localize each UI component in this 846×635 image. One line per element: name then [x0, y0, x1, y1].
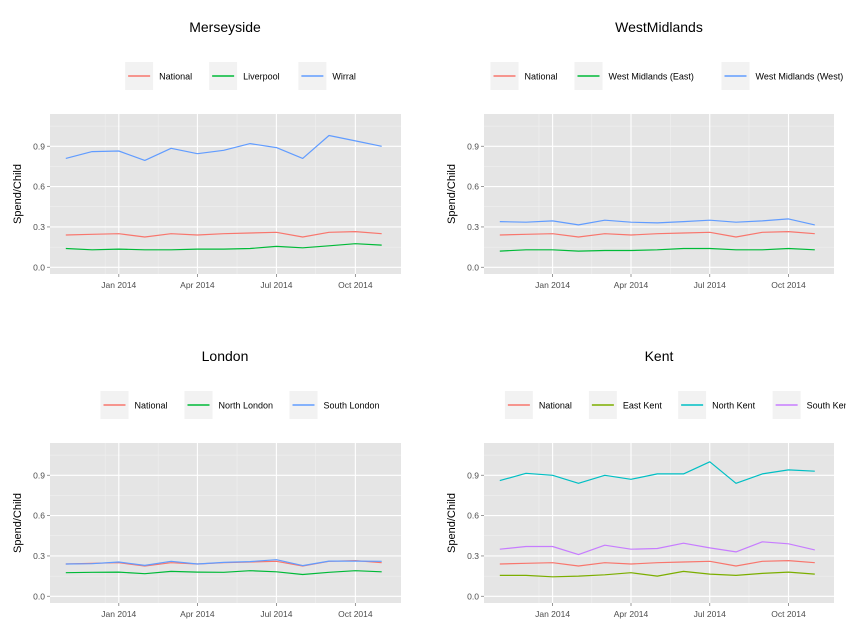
legend-item: North Kent: [678, 391, 756, 419]
legend-label: Liverpool: [243, 72, 280, 82]
x-tick-label: Jul 2014: [260, 609, 292, 619]
y-tick-label: 0.6: [467, 511, 479, 521]
x-tick-label: Jan 2014: [535, 609, 570, 619]
y-axis-label: Spend/Child: [446, 493, 458, 553]
y-axis-label: Spend/Child: [12, 164, 24, 224]
x-tick-label: Apr 2014: [614, 280, 649, 290]
chart-panel-merseyside: Merseyside National Liverpool Wirral 0.0 0.3 0…: [12, 19, 401, 290]
y-tick-label: 0.0: [467, 262, 479, 272]
x-tick-label: Oct 2014: [771, 280, 806, 290]
series-line-north-london: [65, 570, 382, 576]
x-tick-label: Apr 2014: [180, 280, 215, 290]
legend: National West Midlands (East) West Midland…: [490, 62, 844, 90]
x-tick-label: Apr 2014: [614, 609, 649, 619]
legend-item: West Midlands (East): [574, 62, 694, 90]
y-tick-label: 0.0: [33, 262, 45, 272]
plot-background: [50, 443, 401, 603]
legend-item: National: [504, 391, 572, 419]
y-axis-label: Spend/Child: [446, 164, 458, 224]
series-line-south-kent: [499, 541, 815, 556]
x-tick-label: Jan 2014: [101, 280, 136, 290]
legend-label: West Midlands (West): [756, 72, 844, 82]
legend-label: National: [525, 72, 558, 82]
y-tick-label: 0.3: [467, 551, 479, 561]
plot-background: [484, 443, 834, 603]
legend-label: South Kent: [807, 401, 846, 411]
y-tick-label: 0.9: [467, 141, 479, 151]
series-line-south-london: [65, 559, 382, 567]
legend-item: National: [125, 62, 192, 90]
y-tick-label: 0.0: [467, 591, 479, 601]
legend-label: North London: [219, 401, 274, 411]
x-tick-label: Oct 2014: [771, 609, 806, 619]
y-axis-label: Spend/Child: [12, 493, 24, 553]
y-tick-label: 0.0: [33, 591, 45, 601]
series-line-liverpool: [65, 243, 382, 251]
y-tick-label: 0.6: [33, 182, 45, 192]
series-line-national: [499, 231, 815, 238]
series-line-west-midlands-west: [499, 218, 815, 226]
x-tick-label: Oct 2014: [338, 609, 373, 619]
series-line-north-kent: [499, 461, 815, 484]
y-tick-label: 0.3: [33, 222, 45, 232]
legend-label: North Kent: [712, 401, 756, 411]
x-tick-label: Jul 2014: [260, 280, 292, 290]
y-tick-label: 0.6: [467, 182, 479, 192]
legend-item: South London: [289, 391, 380, 419]
legend-item: National: [100, 391, 168, 419]
chart-panel-london: London National North London South London 0.…: [12, 348, 401, 619]
x-tick-label: Jan 2014: [535, 280, 570, 290]
legend-label: South London: [324, 401, 380, 411]
legend-label: National: [539, 401, 572, 411]
series-line-national: [65, 231, 382, 238]
legend: National East Kent North Kent South Kent: [504, 391, 846, 419]
x-tick-label: Oct 2014: [338, 280, 373, 290]
y-tick-label: 0.9: [33, 141, 45, 151]
y-tick-label: 0.9: [467, 470, 479, 480]
legend-item: West Midlands (West): [721, 62, 844, 90]
chart-title: Merseyside: [189, 19, 261, 35]
legend-label: National: [135, 401, 168, 411]
series-line-wirral: [65, 134, 382, 161]
chart-panel-westmidlands: WestMidlands National West Midlands (East)…: [446, 19, 843, 290]
chart-panel-kent: Kent National East Kent North Kent South Ken…: [446, 348, 846, 619]
y-tick-label: 0.6: [33, 511, 45, 521]
x-tick-label: Jul 2014: [694, 609, 726, 619]
legend-item: Liverpool: [209, 62, 280, 90]
legend-label: West Midlands (East): [609, 72, 694, 82]
legend-item: National: [490, 62, 558, 90]
x-tick-label: Apr 2014: [180, 609, 215, 619]
legend-item: South Kent: [772, 391, 846, 419]
legend: National North London South London: [100, 391, 380, 419]
legend-label: National: [159, 72, 192, 82]
y-tick-label: 0.3: [467, 222, 479, 232]
legend-label: East Kent: [623, 401, 663, 411]
series-line-west-midlands-east: [499, 247, 815, 252]
legend-item: East Kent: [588, 391, 663, 419]
x-tick-label: Jan 2014: [101, 609, 136, 619]
y-tick-label: 0.9: [33, 470, 45, 480]
legend-label: Wirral: [332, 72, 356, 82]
legend-item: Wirral: [298, 62, 356, 90]
legend: National Liverpool Wirral: [125, 62, 356, 90]
chart-title: London: [202, 348, 249, 364]
y-tick-label: 0.3: [33, 551, 45, 561]
x-tick-label: Jul 2014: [694, 280, 726, 290]
chart-title: Kent: [645, 348, 674, 364]
series-line-east-kent: [499, 570, 815, 578]
chart-title: WestMidlands: [615, 19, 703, 35]
series-line-national: [499, 559, 815, 567]
legend-item: North London: [184, 391, 274, 419]
